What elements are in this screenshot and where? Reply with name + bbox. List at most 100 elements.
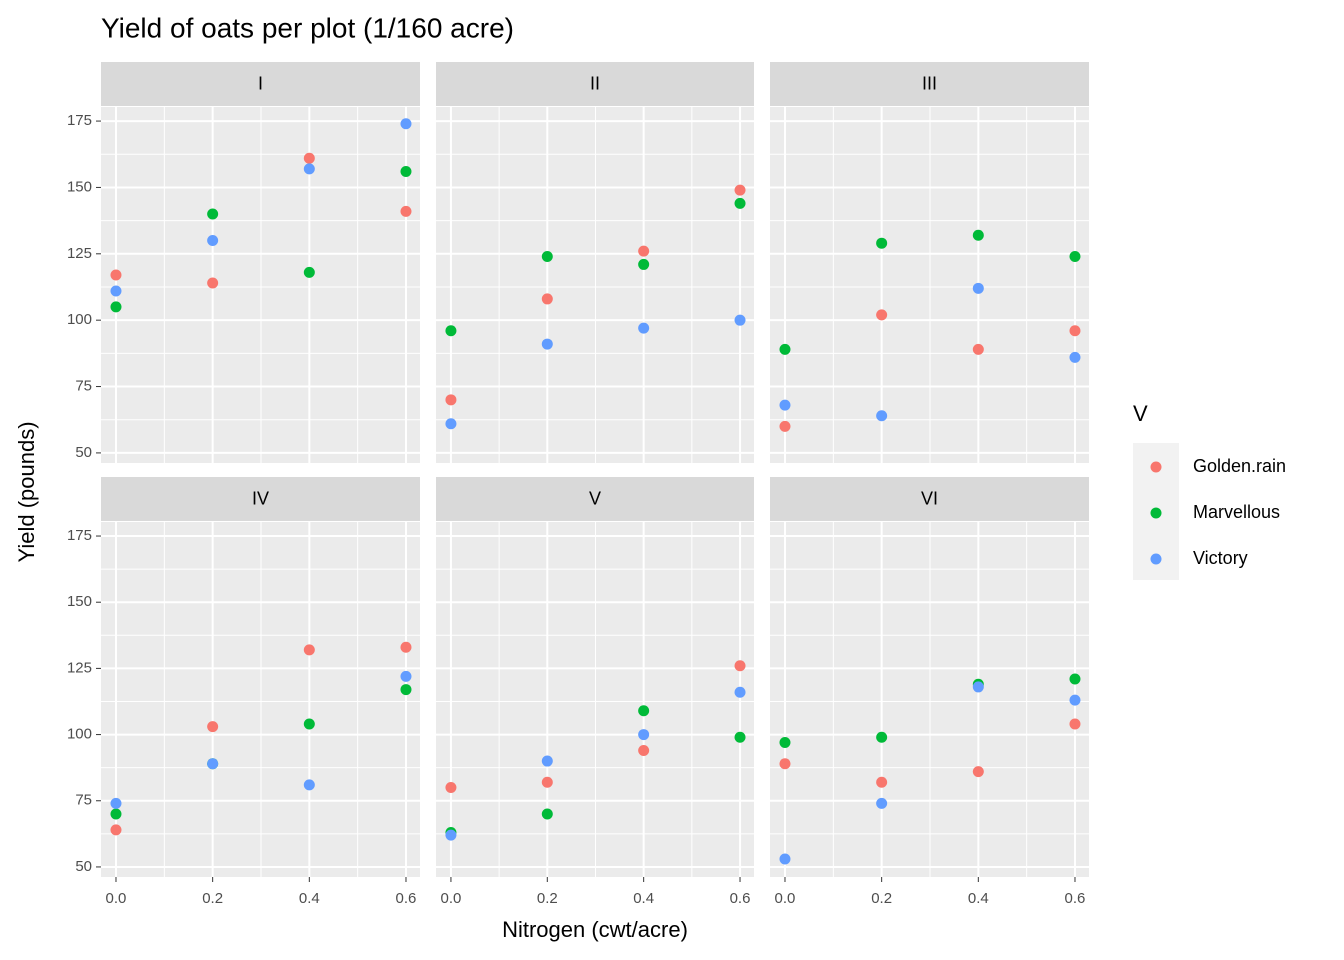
point <box>1069 694 1081 706</box>
point <box>972 766 984 778</box>
y-tick-label: 175 <box>67 527 92 544</box>
point <box>876 731 888 743</box>
point <box>876 776 888 788</box>
point <box>303 266 315 278</box>
point <box>638 744 650 756</box>
point <box>876 410 888 422</box>
point <box>541 293 553 305</box>
point <box>972 343 984 355</box>
strip <box>101 477 420 521</box>
point <box>445 394 457 406</box>
y-tick-label: 50 <box>75 858 92 875</box>
point <box>1069 325 1081 337</box>
strip-label: I <box>258 73 263 93</box>
y-axis-label: Yield (pounds) <box>14 421 39 562</box>
legend-marker <box>1150 507 1162 519</box>
point <box>638 258 650 270</box>
point <box>207 721 219 733</box>
x-tick-label: 0.4 <box>299 890 320 907</box>
strip-label: VI <box>921 488 938 508</box>
point <box>779 343 791 355</box>
y-tick-label: 100 <box>67 726 92 743</box>
point <box>303 163 315 175</box>
point <box>110 808 122 820</box>
point <box>207 235 219 247</box>
point <box>400 641 412 653</box>
y-tick-label: 100 <box>67 311 92 328</box>
point <box>734 660 746 672</box>
y-tick-label: 150 <box>67 593 92 610</box>
point <box>207 758 219 770</box>
point <box>303 644 315 656</box>
point <box>734 731 746 743</box>
point <box>303 718 315 730</box>
point <box>972 282 984 294</box>
x-tick-label: 0.0 <box>441 890 462 907</box>
strip-label: V <box>589 488 601 508</box>
x-tick-label: 0.6 <box>730 890 751 907</box>
point <box>445 325 457 337</box>
chart-title: Yield of oats per plot (1/160 acre) <box>101 12 514 43</box>
point <box>638 245 650 257</box>
point <box>207 277 219 289</box>
point <box>445 829 457 841</box>
point <box>541 776 553 788</box>
strip-label: II <box>590 73 600 93</box>
y-tick-label: 125 <box>67 245 92 262</box>
strip-label: III <box>922 73 937 93</box>
strip <box>436 477 754 521</box>
point <box>400 670 412 682</box>
strip <box>770 62 1089 106</box>
point <box>972 229 984 241</box>
point <box>638 705 650 717</box>
point <box>303 152 315 164</box>
point <box>972 681 984 693</box>
point <box>876 309 888 321</box>
x-tick-label: 0.0 <box>775 890 796 907</box>
x-tick-label: 0.2 <box>871 890 892 907</box>
legend-label: Victory <box>1193 548 1248 568</box>
x-tick-label: 0.4 <box>633 890 654 907</box>
point <box>1069 250 1081 262</box>
legend-marker <box>1150 461 1162 473</box>
x-axis-label: Nitrogen (cwt/acre) <box>502 917 688 942</box>
x-tick-label: 0.6 <box>1065 890 1086 907</box>
strip <box>770 477 1089 521</box>
y-tick-label: 150 <box>67 178 92 195</box>
point <box>541 808 553 820</box>
point <box>1069 673 1081 685</box>
point <box>400 684 412 696</box>
strip <box>436 62 754 106</box>
point <box>779 420 791 432</box>
point <box>638 322 650 334</box>
point <box>779 399 791 411</box>
legend-marker <box>1150 553 1162 565</box>
strip <box>101 62 420 106</box>
x-tick-label: 0.2 <box>202 890 223 907</box>
strip-label: IV <box>252 488 269 508</box>
legend-title: V <box>1133 401 1148 426</box>
y-tick-label: 50 <box>75 444 92 461</box>
point <box>400 118 412 130</box>
point <box>400 205 412 217</box>
point <box>876 797 888 809</box>
point <box>400 166 412 178</box>
y-tick-label: 175 <box>67 112 92 129</box>
point <box>110 285 122 297</box>
y-tick-label: 75 <box>75 792 92 809</box>
point <box>541 250 553 262</box>
point <box>734 686 746 698</box>
x-tick-label: 0.6 <box>396 890 417 907</box>
legend-label: Marvellous <box>1193 502 1280 522</box>
point <box>445 782 457 794</box>
point <box>110 797 122 809</box>
point <box>110 301 122 313</box>
legend-label: Golden.rain <box>1193 456 1286 476</box>
point <box>1069 718 1081 730</box>
x-tick-label: 0.2 <box>537 890 558 907</box>
x-tick-label: 0.4 <box>968 890 989 907</box>
point <box>779 853 791 865</box>
point <box>779 737 791 749</box>
x-tick-label: 0.0 <box>106 890 127 907</box>
point <box>207 208 219 220</box>
